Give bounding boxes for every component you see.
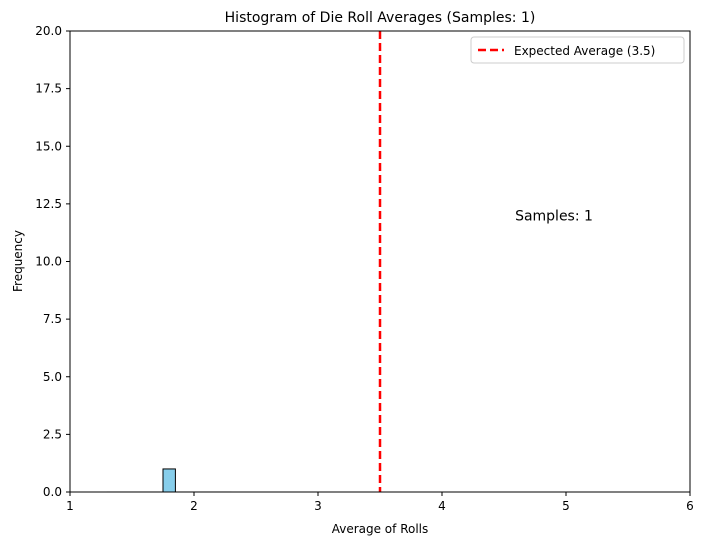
y-tick-label-3: 7.5 [43, 312, 62, 326]
y-tick-label-1: 2.5 [43, 427, 62, 441]
x-tick-label-1: 2 [190, 499, 198, 513]
y-tick-label-5: 12.5 [35, 197, 62, 211]
chart-title: Histogram of Die Roll Averages (Samples:… [225, 10, 536, 26]
y-axis-ticks: 0.0 2.5 5.0 7.5 10.0 12.5 15.0 17.5 20.0 [35, 24, 70, 499]
samples-annotation: Samples: 1 [515, 208, 593, 224]
y-tick-label-0: 0.0 [43, 485, 62, 499]
x-tick-label-5: 6 [686, 499, 694, 513]
y-tick-label-7: 17.5 [35, 82, 62, 96]
legend-entry-expected-average: Expected Average (3.5) [514, 44, 655, 58]
legend: Expected Average (3.5) [470, 36, 685, 64]
y-tick-label-2: 5.0 [43, 370, 62, 384]
x-tick-label-4: 5 [562, 499, 570, 513]
x-axis-label: Average of Rolls [332, 522, 429, 536]
x-tick-label-0: 1 [66, 499, 74, 513]
y-axis-label: Frequency [11, 230, 25, 292]
histogram-bars [106, 468, 232, 493]
histogram-bar-1 [162, 468, 176, 493]
legend-box [470, 36, 685, 64]
x-tick-label-2: 3 [314, 499, 322, 513]
y-tick-label-8: 20.0 [35, 24, 62, 38]
x-tick-label-3: 4 [438, 499, 446, 513]
y-tick-label-6: 15.0 [35, 139, 62, 153]
y-tick-label-4: 10.0 [35, 255, 62, 269]
x-axis-ticks: 1 2 3 4 5 6 [66, 492, 694, 513]
